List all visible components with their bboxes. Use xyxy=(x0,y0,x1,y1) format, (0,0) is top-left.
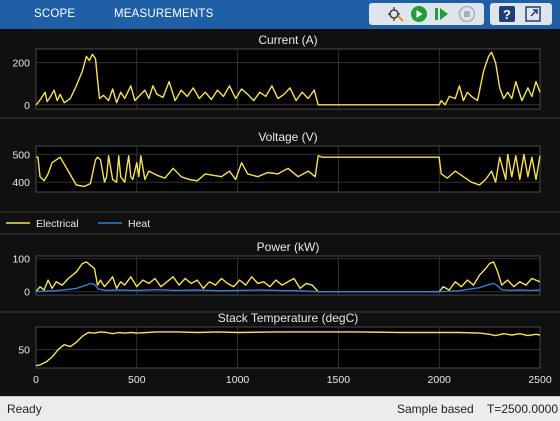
series-line-signal xyxy=(36,153,541,188)
series-line-signal xyxy=(35,51,541,106)
x-tick-label: 1500 xyxy=(327,374,351,386)
window-controls: ? xyxy=(490,3,552,25)
status-mode: Sample based xyxy=(397,402,474,416)
tab-measurements[interactable]: MEASUREMENTS xyxy=(114,8,214,20)
series-line-heat xyxy=(35,282,541,293)
plot-title: Power (kW) xyxy=(257,240,320,254)
signal-select-icon[interactable] xyxy=(385,4,405,24)
legend-label-electrical: Electrical xyxy=(36,218,79,230)
series-line-signal xyxy=(35,331,541,367)
status-time: T=2500.0000 xyxy=(487,402,559,416)
step-forward-icon[interactable] xyxy=(432,4,452,24)
scope-toolbar: SCOPE MEASUREMENTS ? xyxy=(0,0,560,29)
tab-scope[interactable]: SCOPE xyxy=(34,8,76,20)
undock-icon[interactable] xyxy=(523,4,543,24)
help-icon[interactable]: ? xyxy=(497,4,517,24)
x-tick-label: 2000 xyxy=(428,374,452,386)
y-tick-label: 100 xyxy=(12,254,30,266)
legend-label-heat: Heat xyxy=(128,218,150,230)
x-tick-label: 2500 xyxy=(528,374,552,386)
plot-title: Stack Temperature (degC) xyxy=(218,311,359,325)
y-tick-label: 500 xyxy=(12,149,30,161)
plot-area xyxy=(35,326,541,369)
x-tick-label: 500 xyxy=(128,374,146,386)
y-tick-label: 400 xyxy=(12,177,30,189)
y-tick-label: 50 xyxy=(18,345,30,357)
x-tick-label: 1000 xyxy=(226,374,250,386)
simulation-controls xyxy=(369,3,484,25)
status-bar: Ready Sample based T=2500.0000 xyxy=(0,396,560,421)
run-icon[interactable] xyxy=(409,4,429,24)
y-tick-label: 0 xyxy=(24,287,30,299)
stop-icon[interactable] xyxy=(457,4,477,24)
y-tick-label: 0 xyxy=(24,100,30,112)
plot-area xyxy=(35,255,541,296)
y-tick-label: 200 xyxy=(12,58,30,70)
status-ready: Ready xyxy=(7,402,42,416)
plot-title: Current (A) xyxy=(258,33,317,47)
x-tick-label: 0 xyxy=(33,374,39,386)
plot-area xyxy=(35,48,541,110)
series-line-electrical xyxy=(35,261,541,293)
svg-text:?: ? xyxy=(503,7,511,22)
plot-title: Voltage (V) xyxy=(258,130,317,144)
